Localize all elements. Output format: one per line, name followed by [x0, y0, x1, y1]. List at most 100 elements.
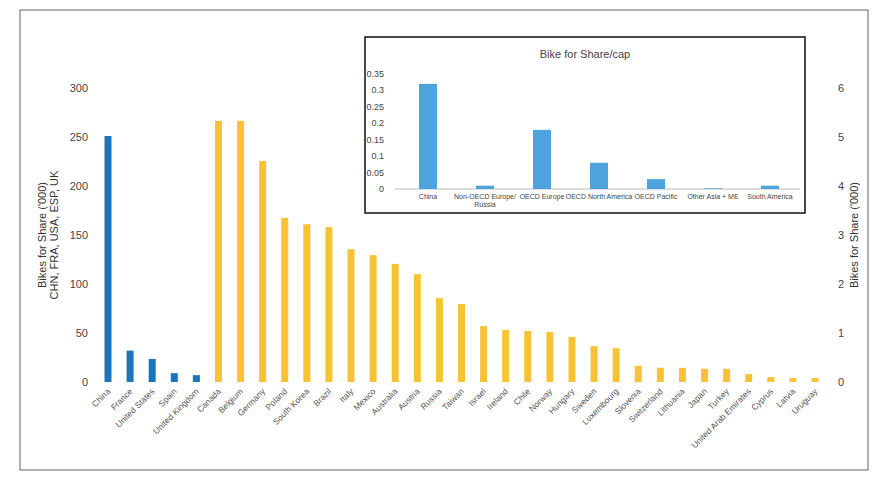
bar — [480, 326, 487, 382]
y2-tick-label: 4 — [838, 180, 844, 192]
x-tick-label: Cyprus — [749, 386, 775, 412]
bar — [149, 359, 156, 382]
inset-y-tick-label: 0.15 — [366, 135, 384, 145]
inset-bar — [761, 186, 779, 189]
bar — [502, 330, 509, 382]
bar — [657, 368, 664, 382]
y-tick-label: 200 — [70, 180, 88, 192]
x-tick-label: Brazil — [311, 386, 333, 408]
inset-bar — [704, 188, 722, 189]
bar — [215, 121, 222, 382]
inset-x-tick-label: OECD Europe — [520, 193, 565, 201]
bar — [281, 218, 288, 382]
frame — [20, 10, 868, 470]
inset-y-tick-label: 0.2 — [371, 118, 384, 128]
bar — [679, 368, 686, 382]
x-tick-label: Uruguay — [790, 386, 820, 416]
x-tick-label: United Arab Emirates — [689, 386, 753, 450]
bar — [546, 332, 553, 382]
inset-x-tick-label: China — [419, 193, 437, 200]
bar — [568, 337, 575, 382]
bar — [171, 373, 178, 382]
bar — [812, 378, 819, 382]
label-line: South America — [747, 193, 793, 200]
bar — [370, 255, 377, 382]
label-line: Non-OECD Europe/ — [454, 193, 516, 201]
bar — [613, 348, 620, 382]
y-tick-label: 50 — [76, 327, 88, 339]
bar — [789, 378, 796, 382]
x-tick-label: Italy — [337, 386, 356, 405]
inset-title: Bike for Share/cap — [540, 48, 631, 60]
bar — [259, 161, 266, 382]
inset-bar — [533, 130, 551, 189]
bar — [325, 227, 332, 382]
bar — [767, 377, 774, 382]
inset-x-tick-label: Non-OECD Europe/Russia — [454, 193, 516, 208]
y2-tick-label: 5 — [838, 131, 844, 143]
bar — [105, 136, 112, 382]
inset-y-tick-label: 0.1 — [371, 151, 384, 161]
bar — [723, 369, 730, 382]
bar — [524, 331, 531, 382]
inset-y-tick-label: 0.05 — [366, 168, 384, 178]
y2-tick-label: 0 — [838, 376, 844, 388]
bar — [392, 264, 399, 382]
x-tick-label: United Kingdom — [151, 386, 201, 436]
inset-y-tick-label: 0.35 — [366, 69, 384, 79]
y2-tick-label: 2 — [838, 278, 844, 290]
x-tick-label: Lithuania — [655, 386, 687, 418]
inset-bar — [647, 179, 665, 189]
y-axis-title: CHN, FRA, USA, ESP, UK — [48, 170, 60, 299]
x-tick-label: Austria — [396, 386, 422, 412]
bar — [303, 224, 310, 382]
y-tick-label: 250 — [70, 131, 88, 143]
label-line: Russia — [474, 201, 496, 208]
inset-x-tick-label: South America — [747, 193, 793, 200]
bar — [458, 304, 465, 382]
bar — [745, 374, 752, 382]
inset-y-tick-label: 0 — [379, 184, 384, 194]
y-axis-title: Bikes for Share ('000) — [36, 182, 48, 288]
x-tick-label: Taiwan — [440, 386, 466, 412]
bar — [193, 375, 200, 382]
inset-x-tick-label: OECD North America — [566, 193, 633, 200]
inset-y-tick-label: 0.3 — [371, 85, 384, 95]
y2-tick-label: 6 — [838, 82, 844, 94]
bar — [591, 346, 598, 382]
inset-x-tick-label: Other Asia + ME — [687, 193, 738, 200]
y2-axis-title: Bikes for Share ('000) — [848, 182, 860, 288]
inset-bar — [419, 84, 437, 189]
inset-bar — [476, 186, 494, 189]
label-line: Other Asia + ME — [687, 193, 738, 200]
y-tick-label: 100 — [70, 278, 88, 290]
y2-tick-label: 3 — [838, 229, 844, 241]
inset-bars — [419, 84, 779, 189]
bar — [414, 274, 421, 382]
bar — [127, 351, 134, 382]
label-line: OECD Europe — [520, 193, 565, 201]
bar — [237, 121, 244, 382]
inset-y-tick-label: 0.25 — [366, 102, 384, 112]
bar — [635, 366, 642, 382]
y-tick-label: 0 — [82, 376, 88, 388]
bar — [436, 298, 443, 382]
label-line: China — [419, 193, 437, 200]
chart-root: 0 50 100 150 200 250 300 0 1 2 3 4 5 6 Bikes for Share… — [0, 0, 884, 479]
x-tick-label: Australia — [369, 386, 400, 417]
x-tick-label: South Korea — [271, 386, 312, 427]
x-tick-label: Germany — [235, 386, 267, 418]
x-tick-label: Russia — [418, 386, 444, 412]
y-tick-label: 300 — [70, 82, 88, 94]
x-tick-label: Switzerland — [627, 386, 665, 424]
inset-bar — [590, 163, 608, 189]
y2-tick-label: 1 — [838, 327, 844, 339]
inset-frame — [365, 37, 805, 213]
bar — [348, 249, 355, 382]
y-tick-label: 150 — [70, 229, 88, 241]
label-line: OECD North America — [566, 193, 633, 200]
x-tick-label: Japan — [685, 386, 709, 410]
label-line: OECD Pacific — [635, 193, 678, 200]
x-tick-label: Ireland — [485, 386, 511, 412]
x-tick-label: United States — [113, 386, 156, 429]
